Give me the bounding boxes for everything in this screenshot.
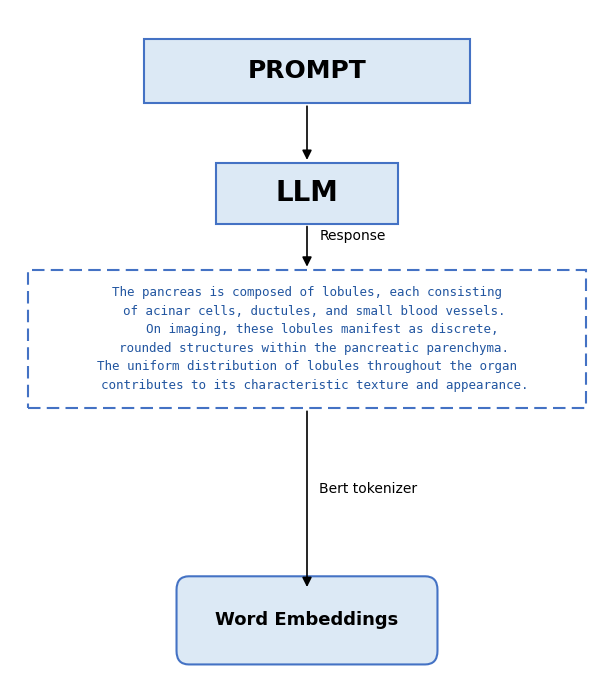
Text: LLM: LLM	[276, 179, 338, 207]
Text: The pancreas is composed of lobules, each consisting
  of acinar cells, ductules: The pancreas is composed of lobules, eac…	[86, 286, 528, 392]
FancyBboxPatch shape	[177, 576, 437, 664]
Text: PROMPT: PROMPT	[247, 59, 367, 83]
Text: Response: Response	[319, 229, 386, 243]
FancyBboxPatch shape	[144, 39, 470, 103]
FancyBboxPatch shape	[217, 163, 398, 224]
Text: Bert tokenizer: Bert tokenizer	[319, 482, 418, 496]
FancyBboxPatch shape	[28, 269, 586, 408]
Text: Word Embeddings: Word Embeddings	[216, 612, 398, 629]
